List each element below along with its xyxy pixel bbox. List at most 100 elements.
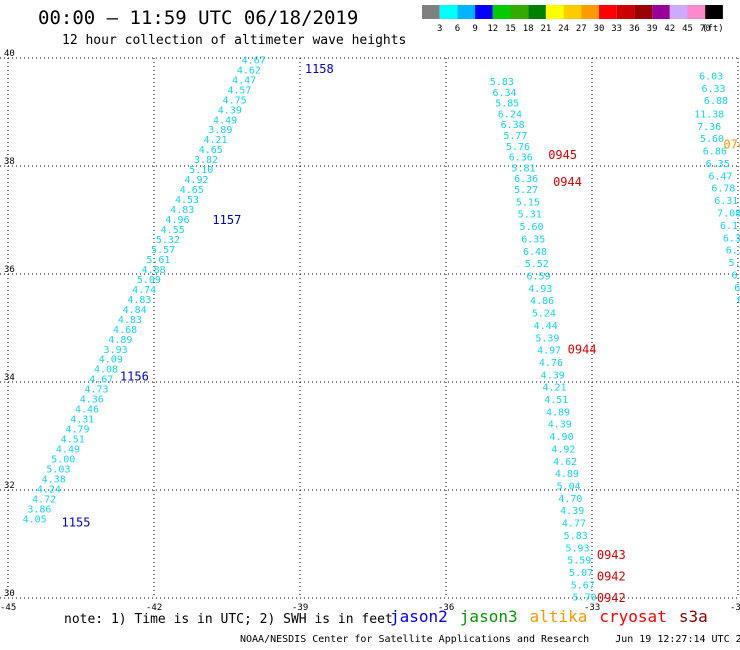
swh-value-label: 5.03 — [46, 465, 70, 476]
legend-swatch — [528, 5, 546, 19]
legend-swatch — [563, 5, 582, 19]
swh-value-label: 6.33 — [702, 84, 726, 95]
swh-value-label: 5.83 — [564, 531, 588, 542]
satellite-s3a: s3a — [678, 607, 708, 626]
swh-value-label: 6.35 — [521, 234, 545, 245]
swh-value-label: 3.89 — [208, 125, 232, 136]
swh-value-label: 5.81 — [511, 163, 535, 174]
swh-value-label: 5.27 — [514, 185, 538, 196]
swh-value-label: 6.48 — [523, 247, 547, 258]
legend-swatch — [422, 5, 440, 19]
swh-value-label: 4.62 — [553, 457, 577, 468]
y-tick-label: 34 — [4, 373, 15, 383]
time-label: 1157 — [212, 213, 241, 227]
swh-value-label: 4.68 — [113, 325, 137, 336]
swh-value-label: 4.36 — [80, 395, 104, 406]
legend-swatch — [652, 5, 670, 19]
swh-value-label: 5.04 — [557, 482, 581, 493]
swh-value-label: 4.51 — [61, 435, 85, 446]
y-tick-label: 38 — [4, 157, 15, 167]
x-tick-label: -42 — [146, 603, 162, 613]
swh-value-label: 4.75 — [223, 95, 247, 106]
pass-time-labels: 1155 1156 1157 1158 0945 0944 0944 0943 0942 0942… — [62, 62, 740, 605]
swh-value-label: 5.93 — [565, 543, 589, 554]
swh-value-label: 4.90 — [550, 432, 574, 443]
time-label: 0742 — [723, 137, 740, 151]
swh-value-label: 4.39 — [560, 506, 584, 517]
swh-value-label: 4.79 — [65, 425, 89, 436]
legend-swatch — [581, 5, 599, 19]
swh-value-label: 4.92 — [551, 444, 575, 455]
legend-tick-label: 3 — [437, 24, 442, 34]
swh-value-label: 4.39 — [218, 105, 242, 116]
swh-value-label: 4.97 — [537, 346, 561, 357]
swh-value-label: 3.82 — [194, 155, 218, 166]
swh-value-label: 5.60 — [700, 134, 724, 145]
swh-value-label: 6. — [737, 295, 740, 306]
swh-value-label: 4.88 — [142, 265, 166, 276]
x-tick-label: -45 — [0, 603, 16, 613]
swh-value-label: 4.39 — [541, 370, 565, 381]
swh-value-label: 5.39 — [535, 333, 559, 344]
swh-value-label: 5.32 — [156, 235, 180, 246]
satellite-jason2: jason2 — [390, 607, 448, 626]
swh-value-label: 4.39 — [548, 420, 572, 431]
x-tick-label: -36 — [438, 603, 454, 613]
swh-value-label: 4.73 — [84, 385, 108, 396]
swh-value-label: 5.60 — [519, 222, 543, 233]
y-tick-label: 36 — [4, 265, 15, 275]
swh-value-label: 4.72 — [32, 494, 56, 505]
legend-tick-label: 36 — [629, 24, 640, 34]
swh-value-label: 6.38 — [501, 120, 525, 131]
swh-value-label: 4.83 — [127, 295, 151, 306]
swh-value-label: 6.11 — [720, 221, 740, 232]
footer: NOAA/NESDIS Center for Satellite Applica… — [240, 634, 740, 645]
time-label: 0944 — [553, 175, 582, 189]
credit-text: NOAA/NESDIS Center for Satellite Applica… — [240, 634, 590, 645]
swh-value-label: 4.09 — [99, 355, 123, 366]
swh-value-label: 6.59 — [527, 271, 551, 282]
legend-tick-label: 18 — [523, 24, 534, 34]
swh-value-label: 6.35 — [706, 159, 730, 170]
y-tick-label: 40 — [4, 49, 15, 59]
swh-value-label: 4.65 — [199, 145, 223, 156]
swh-value-label: 5.07 — [569, 568, 593, 579]
swh-value-label: 6.78 — [711, 184, 735, 195]
swh-value-label: 6.47 — [709, 171, 733, 182]
chart-grid — [0, 57, 739, 599]
legend-tick-label: 6 — [455, 24, 460, 34]
swh-value-label: 4.83 — [170, 205, 194, 216]
swh-value-label: 7.08 — [717, 209, 740, 220]
swh-value-label: 6.24 — [498, 109, 522, 120]
swh-value-label: 3.93 — [104, 345, 128, 356]
y-tick-label: 30 — [4, 589, 15, 599]
legend-tick-label: 9 — [472, 24, 477, 34]
swh-value-label: 4.47 — [232, 75, 256, 86]
y-tick-label: 32 — [4, 481, 15, 491]
legend-tick-label: 45 — [682, 24, 693, 34]
swh-value-label: 4.31 — [70, 415, 94, 426]
color-legend: 3 6 9 12 15 18 21 24 27 30 33 36 39 42 45 70(ft) — [422, 5, 724, 34]
swh-value-label: 5.10 — [189, 165, 213, 176]
time-label: 0943 — [597, 548, 626, 562]
swh-value-label: 7.36 — [697, 122, 721, 133]
legend-tick-label: 70 — [700, 24, 711, 34]
satellite-cryosat: cryosat — [599, 607, 667, 626]
swh-value-label: 5.67 — [571, 580, 595, 591]
swh-value-label: 3.86 — [27, 504, 51, 515]
swh-value-label: 5.31 — [518, 210, 542, 221]
time-label: 0944 — [568, 343, 597, 357]
legend-tick-label: 30 — [594, 24, 605, 34]
swh-value-label: 4.44 — [534, 321, 558, 332]
swh-value-label: 6.36 — [509, 153, 533, 164]
time-label: 1156 — [120, 370, 149, 384]
swh-value-label: 4.62 — [237, 65, 261, 76]
swh-value-label: 6.12 — [726, 246, 740, 257]
swh-value-label: 5.70 — [573, 593, 597, 604]
time-label: 1155 — [62, 515, 91, 529]
swh-value-label: 4.74 — [132, 285, 156, 296]
chart-subtitle: 12 hour collection of altimeter wave hei… — [62, 33, 407, 48]
swh-value-label: 4.55 — [161, 225, 185, 236]
chart-axes: 30 32 34 36 38 40 -45 -42 -39 -36 -33 -30 — [0, 49, 740, 613]
legend-tick-label: 33 — [611, 24, 622, 34]
